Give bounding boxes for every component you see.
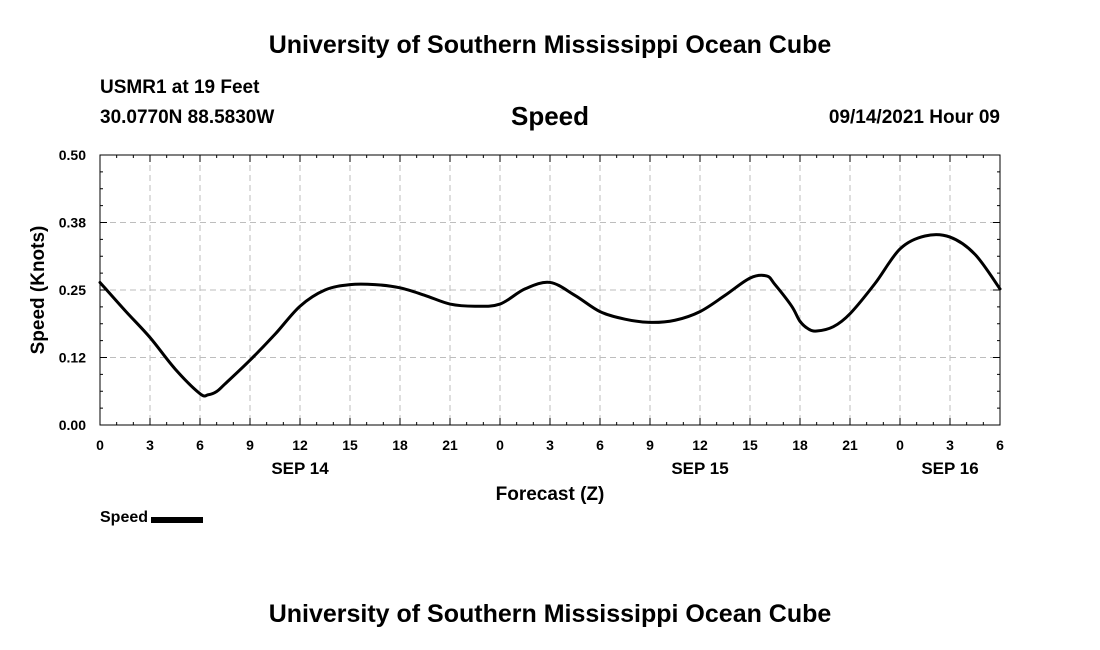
y-tick-label: 0.12 — [59, 350, 86, 366]
x-tick-label: 3 — [946, 437, 954, 453]
grid — [100, 155, 1000, 425]
x-tick-label: 0 — [96, 437, 104, 453]
x-tick-label: 0 — [496, 437, 504, 453]
x-tick-label: 21 — [442, 437, 458, 453]
x-tick-label: 12 — [692, 437, 708, 453]
y-tick-label: 0.50 — [59, 147, 86, 163]
x-tick-label: 3 — [546, 437, 554, 453]
series-layer — [98, 233, 1002, 398]
x-tick-label: 15 — [342, 437, 358, 453]
x-tick-label: 6 — [596, 437, 604, 453]
date-label: SEP 16 — [921, 459, 978, 478]
station-label: USMR1 at 19 Feet — [100, 77, 260, 98]
legend: Speed — [100, 509, 204, 527]
x-tick-label: 21 — [842, 437, 858, 453]
x-tick-label: 0 — [896, 437, 904, 453]
chart-subtitle: Speed — [510, 101, 590, 131]
legend-label: Speed — [100, 509, 149, 526]
footer-title: University of Southern Mississippi Ocean… — [268, 600, 832, 628]
date-label: SEP 15 — [671, 459, 728, 478]
y-tick-label: 0.00 — [59, 417, 86, 433]
x-tick-label: 9 — [646, 437, 654, 453]
x-tick-label: 6 — [196, 437, 204, 453]
forecast-datetime: 09/14/2021 Hour 09 — [828, 107, 1000, 128]
x-tick-label: 18 — [392, 437, 408, 453]
x-tick-label: 3 — [146, 437, 154, 453]
axis-labels: 0 3 6 9 12 15 18 21 0 3 6 9 12 15 18 21 0 3 6 0.00 0.12 0.25 0… — [28, 147, 1004, 505]
x-tick-label: 15 — [742, 437, 758, 453]
y-tick-label: 0.38 — [59, 215, 86, 231]
x-axis-title: Forecast (Z) — [496, 484, 605, 505]
x-tick-label: 9 — [246, 437, 254, 453]
ticks — [99, 154, 1001, 426]
x-tick-label: 18 — [792, 437, 808, 453]
station-coordinates: 30.0770N 88.5830W — [100, 107, 275, 128]
date-label: SEP 14 — [271, 459, 329, 478]
y-tick-label: 0.25 — [59, 282, 86, 298]
chart-title: University of Southern Mississippi Ocean… — [268, 31, 832, 59]
series-line-speed — [98, 233, 1002, 398]
x-tick-label: 12 — [292, 437, 308, 453]
legend-swatch — [151, 516, 204, 523]
x-tick-label: 6 — [996, 437, 1004, 453]
y-axis-title: Speed (Knots) — [28, 226, 49, 355]
